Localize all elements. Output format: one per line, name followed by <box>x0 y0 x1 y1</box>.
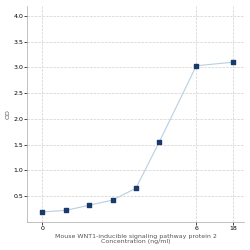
Point <box>64 208 68 212</box>
Point <box>110 198 114 202</box>
Point <box>134 186 138 190</box>
Point <box>231 60 235 64</box>
Point <box>194 64 198 68</box>
X-axis label: Mouse WNT1-inducible signaling pathway protein 2
Concentration (ng/ml): Mouse WNT1-inducible signaling pathway p… <box>55 234 217 244</box>
Point <box>87 203 91 207</box>
Point <box>40 210 44 214</box>
Point <box>157 140 161 144</box>
Y-axis label: OD: OD <box>6 109 10 118</box>
